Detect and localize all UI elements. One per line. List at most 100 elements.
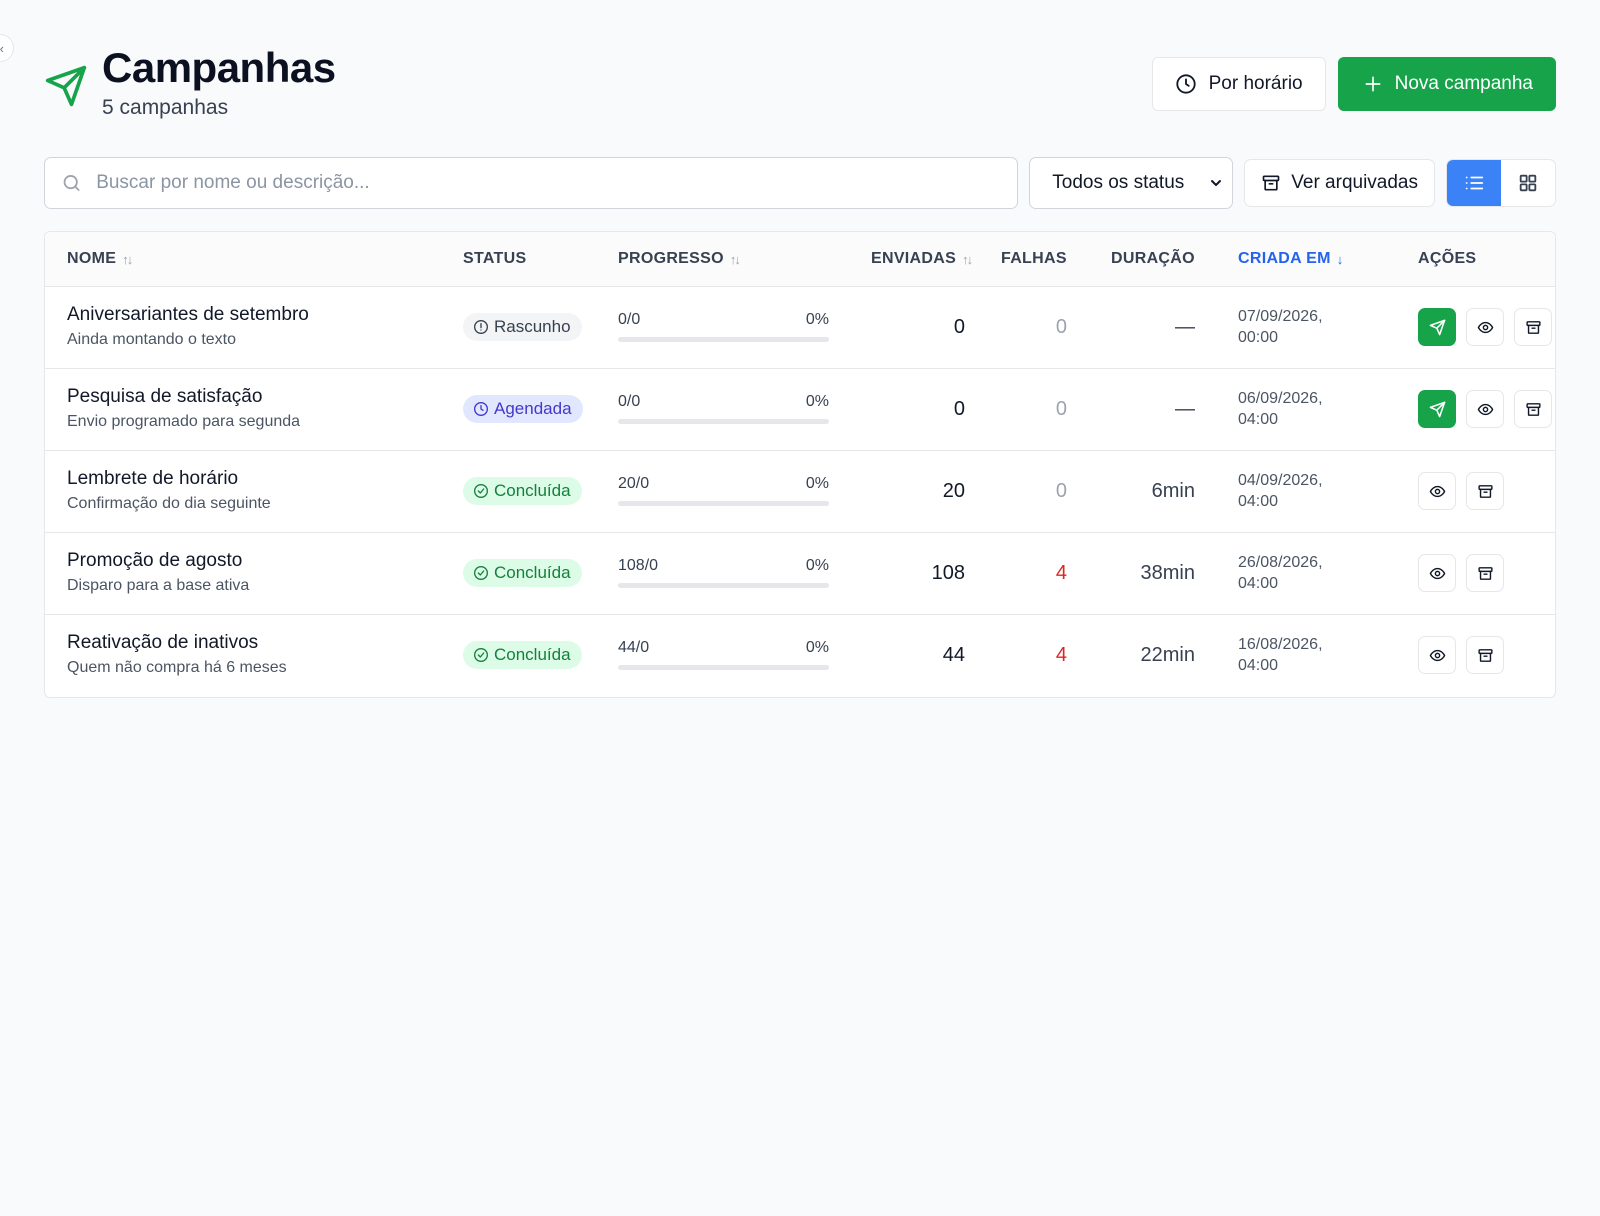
created-time: 04:00 — [1238, 657, 1279, 674]
search-icon — [63, 175, 80, 191]
view-campaign-button[interactable] — [1418, 472, 1456, 510]
row-actions — [1418, 390, 1552, 428]
sort-icon: ↑↓ — [729, 251, 741, 267]
campaign-name-cell: Aniversariantes de setembro Ainda montand… — [67, 304, 309, 349]
table-row[interactable]: Aniversariantes de setembro Ainda montand… — [45, 287, 1555, 369]
progress-percent: 0% — [805, 475, 829, 492]
campaign-description: Envio programado para segunda — [67, 413, 301, 430]
check-circle-icon — [474, 648, 488, 662]
archive-campaign-button[interactable] — [1514, 308, 1552, 346]
created-at: 06/09/2026, 04:00 — [1238, 388, 1323, 430]
campaign-name: Promoção de agosto — [67, 550, 243, 571]
archive-campaign-button[interactable] — [1466, 554, 1504, 592]
status-badge: Concluída — [463, 559, 582, 587]
archive-campaign-button[interactable] — [1514, 390, 1552, 428]
sent-count: 44 — [942, 644, 965, 666]
table-row[interactable]: Lembrete de horário Confirmação do dia se… — [45, 451, 1555, 533]
column-header-sent[interactable]: ENVIADAS ↑↓ — [871, 250, 973, 268]
status-label: Agendada — [494, 399, 572, 418]
list-view-button[interactable] — [1447, 160, 1501, 206]
title-block: Campanhas 5 campanhas — [44, 46, 336, 120]
status-filter-value: Todos os status — [1052, 172, 1185, 193]
failed-count: 4 — [1055, 644, 1067, 666]
campaigns-table: NOME ↑↓ STATUS PROGRESSO ↑↓ ENVIADAS ↑↓ FAL… — [44, 231, 1556, 698]
progress-percent: 0% — [805, 639, 829, 656]
failed-count: 0 — [1055, 398, 1067, 420]
duration: 22min — [1140, 644, 1195, 666]
table-row[interactable]: Promoção de agosto Disparo para a base at… — [45, 533, 1555, 615]
toolbar: Todos os status Ver arquivadas — [44, 157, 1556, 209]
duration: 6min — [1151, 480, 1195, 502]
table-header: NOME ↑↓ STATUS PROGRESSO ↑↓ ENVIADAS ↑↓ FAL… — [45, 232, 1555, 287]
status-filter-select[interactable]: Todos os status — [1029, 157, 1234, 209]
send-icon — [45, 65, 87, 107]
new-campaign-button[interactable]: Nova campanha — [1337, 57, 1556, 111]
view-campaign-button[interactable] — [1418, 636, 1456, 674]
archive-campaign-button[interactable] — [1466, 472, 1504, 510]
progress-count: 0/0 — [618, 311, 641, 328]
created-time: 04:00 — [1238, 411, 1279, 428]
column-header-created[interactable]: CRIADA EM ↓ — [1238, 250, 1343, 268]
archive-icon — [1477, 484, 1493, 498]
arrow-down-icon: ↓ — [1336, 251, 1344, 267]
clock-icon — [474, 402, 488, 416]
by-time-button[interactable]: Por horário — [1151, 57, 1326, 111]
sent-count: 0 — [953, 316, 965, 338]
archive-icon — [1262, 175, 1280, 191]
progress-cell: 0/0 0% — [618, 393, 829, 424]
campaign-name: Pesquisa de satisfação — [67, 386, 263, 407]
check-circle-icon — [474, 566, 488, 580]
row-actions — [1418, 636, 1504, 674]
campaign-name-cell: Pesquisa de satisfação Envio programado p… — [67, 386, 300, 431]
view-campaign-button[interactable] — [1418, 554, 1456, 592]
progress-cell: 20/0 0% — [618, 475, 829, 506]
view-campaign-button[interactable] — [1466, 308, 1504, 346]
campaign-description: Quem não compra há 6 meses — [67, 659, 287, 676]
column-header-progress[interactable]: PROGRESSO ↑↓ — [618, 250, 741, 268]
progress-cell: 108/0 0% — [618, 557, 829, 588]
search-input[interactable] — [96, 172, 1018, 194]
archive-campaign-button[interactable] — [1466, 636, 1504, 674]
table-row[interactable]: Reativação de inativos Quem não compra há… — [45, 615, 1555, 697]
row-actions — [1418, 472, 1504, 510]
plus-icon — [1365, 76, 1381, 92]
view-archived-button[interactable]: Ver arquivadas — [1244, 159, 1435, 207]
progress-bar — [618, 583, 829, 588]
send-campaign-button[interactable] — [1418, 390, 1456, 428]
by-time-label: Por horário — [1208, 73, 1303, 94]
send-campaign-button[interactable] — [1418, 308, 1456, 346]
status-label: Concluída — [494, 563, 571, 582]
status-badge: Rascunho — [463, 313, 582, 341]
eye-icon — [1477, 403, 1493, 415]
column-header-duration: DURAÇÃO — [1111, 250, 1195, 268]
column-header-actions-label: AÇÕES — [1418, 250, 1477, 267]
view-campaign-button[interactable] — [1466, 390, 1504, 428]
progress-percent: 0% — [805, 393, 829, 410]
column-header-status: STATUS — [463, 250, 526, 268]
created-at: 16/08/2026, 04:00 — [1238, 634, 1323, 676]
eye-icon — [1429, 485, 1445, 497]
campaign-name: Reativação de inativos — [67, 632, 259, 653]
table-row[interactable]: Pesquisa de satisfação Envio programado p… — [45, 369, 1555, 451]
clock-icon — [1176, 74, 1196, 94]
status-badge: Concluída — [463, 477, 582, 505]
status-label: Concluída — [494, 645, 571, 664]
archive-icon — [1477, 566, 1493, 580]
progress-percent: 0% — [805, 311, 829, 328]
status-label: Rascunho — [494, 317, 571, 336]
send-icon — [1429, 401, 1445, 417]
sidebar-collapse-toggle[interactable]: ‹ — [0, 34, 14, 62]
alert-circle-icon — [474, 320, 488, 334]
created-at: 04/09/2026, 04:00 — [1238, 470, 1323, 512]
eye-icon — [1429, 649, 1445, 661]
failed-count: 0 — [1055, 480, 1067, 502]
created-date: 07/09/2026, — [1238, 308, 1323, 325]
campaign-name-cell: Reativação de inativos Quem não compra há… — [67, 632, 287, 677]
campaign-name: Aniversariantes de setembro — [67, 304, 309, 325]
grid-view-button[interactable] — [1501, 160, 1555, 206]
status-badge: Concluída — [463, 641, 582, 669]
failed-count: 4 — [1055, 562, 1067, 584]
column-header-failed: FALHAS — [1001, 250, 1067, 268]
failed-count: 0 — [1055, 316, 1067, 338]
column-header-name[interactable]: NOME ↑↓ — [67, 250, 133, 268]
